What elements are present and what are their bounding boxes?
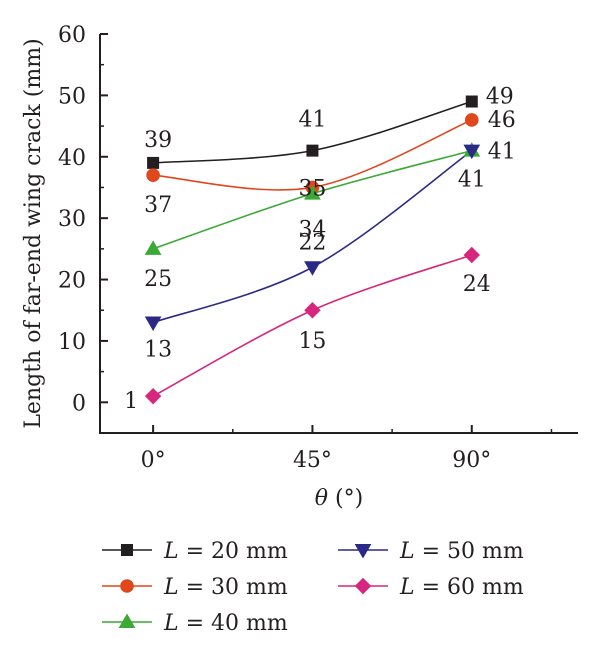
data-point bbox=[147, 156, 160, 169]
data-point bbox=[304, 261, 321, 276]
data-point bbox=[144, 316, 162, 332]
data-point bbox=[464, 113, 479, 127]
legend-label-value: = 40 mm bbox=[179, 611, 288, 636]
legend-label-value: = 20 mm bbox=[179, 539, 288, 564]
data-label: 41 bbox=[298, 108, 326, 133]
data-point bbox=[144, 387, 162, 405]
legend-item: L = 30 mm bbox=[102, 575, 288, 600]
data-label: 39 bbox=[144, 128, 172, 153]
legend-label-variable: L bbox=[163, 539, 179, 564]
legend-label-variable: L bbox=[163, 575, 179, 600]
legend-item: L = 20 mm bbox=[102, 539, 288, 564]
x-axis-title-variable: θ bbox=[315, 486, 328, 511]
legend-label-variable: L bbox=[163, 611, 179, 636]
legend-marker bbox=[121, 544, 133, 556]
legend-label: L = 20 mm bbox=[163, 539, 288, 564]
data-point bbox=[463, 144, 481, 160]
series-line bbox=[152, 254, 473, 397]
y-tick-label: 0 bbox=[72, 391, 86, 416]
data-label: 41 bbox=[488, 140, 516, 165]
data-label: 35 bbox=[298, 176, 326, 201]
legend-marker bbox=[354, 577, 372, 595]
legend-label-variable: L bbox=[399, 539, 415, 564]
legend-label-variable: L bbox=[399, 575, 415, 600]
legend-label-value: = 30 mm bbox=[179, 575, 288, 600]
series-markers bbox=[144, 95, 481, 405]
legend-marker bbox=[354, 544, 372, 559]
data-point bbox=[144, 240, 162, 255]
data-label: 34 bbox=[298, 218, 326, 243]
data-point bbox=[306, 144, 319, 157]
data-point bbox=[463, 246, 480, 264]
legend-label-value: = 50 mm bbox=[415, 539, 524, 564]
data-label: 13 bbox=[144, 338, 172, 363]
legend-marker bbox=[120, 579, 134, 593]
data-point bbox=[465, 95, 478, 108]
x-axis-title-unit: (°) bbox=[328, 486, 363, 511]
legend-label: L = 60 mm bbox=[399, 575, 524, 600]
legend-item: L = 50 mm bbox=[338, 539, 524, 564]
data-label: 15 bbox=[298, 329, 326, 354]
legend-label: L = 40 mm bbox=[163, 611, 288, 636]
y-axis-title: Length of far-end wing crack (mm) bbox=[21, 38, 46, 428]
legend-label-value: = 60 mm bbox=[415, 575, 524, 600]
data-label: 22 bbox=[298, 230, 326, 255]
plot-frame bbox=[99, 34, 578, 434]
data-point bbox=[304, 302, 321, 319]
data-point bbox=[304, 185, 321, 200]
legend: L = 20 mmL = 30 mmL = 40 mmL = 50 mmL = … bbox=[102, 539, 524, 636]
data-label: 41 bbox=[458, 168, 486, 193]
data-label: 46 bbox=[488, 108, 516, 133]
legend-item: L = 60 mm bbox=[338, 575, 524, 600]
data-point bbox=[146, 168, 160, 182]
x-axis-ticks: 0° 45° 90° bbox=[141, 425, 553, 473]
legend-label: L = 30 mm bbox=[163, 575, 288, 600]
legend-item: L = 40 mm bbox=[102, 611, 288, 636]
axis-lines bbox=[99, 34, 578, 434]
x-axis-title: θ (°) bbox=[315, 486, 363, 511]
data-label: 37 bbox=[144, 193, 172, 218]
x-tick-label: 90° bbox=[452, 448, 491, 473]
legend-label: L = 50 mm bbox=[399, 539, 524, 564]
y-tick-label: 40 bbox=[58, 146, 86, 171]
y-tick-label: 10 bbox=[58, 330, 86, 355]
x-tick-label: 0° bbox=[141, 448, 166, 473]
y-tick-label: 20 bbox=[58, 269, 86, 294]
data-labels: 39 41 49 37 35 46 25 34 41 13 22 41 1 15 24 bbox=[124, 85, 516, 415]
y-axis-ticks: 0 10 20 30 40 50 60 bbox=[58, 23, 108, 416]
x-tick-label: 45° bbox=[293, 448, 332, 473]
data-label: 1 bbox=[124, 389, 138, 414]
y-tick-label: 30 bbox=[58, 207, 86, 232]
y-tick-label: 50 bbox=[58, 84, 86, 109]
data-label: 24 bbox=[463, 272, 491, 297]
y-tick-label: 60 bbox=[58, 23, 86, 48]
legend-marker bbox=[118, 613, 136, 628]
data-label: 25 bbox=[144, 267, 172, 292]
data-label: 49 bbox=[486, 85, 514, 110]
